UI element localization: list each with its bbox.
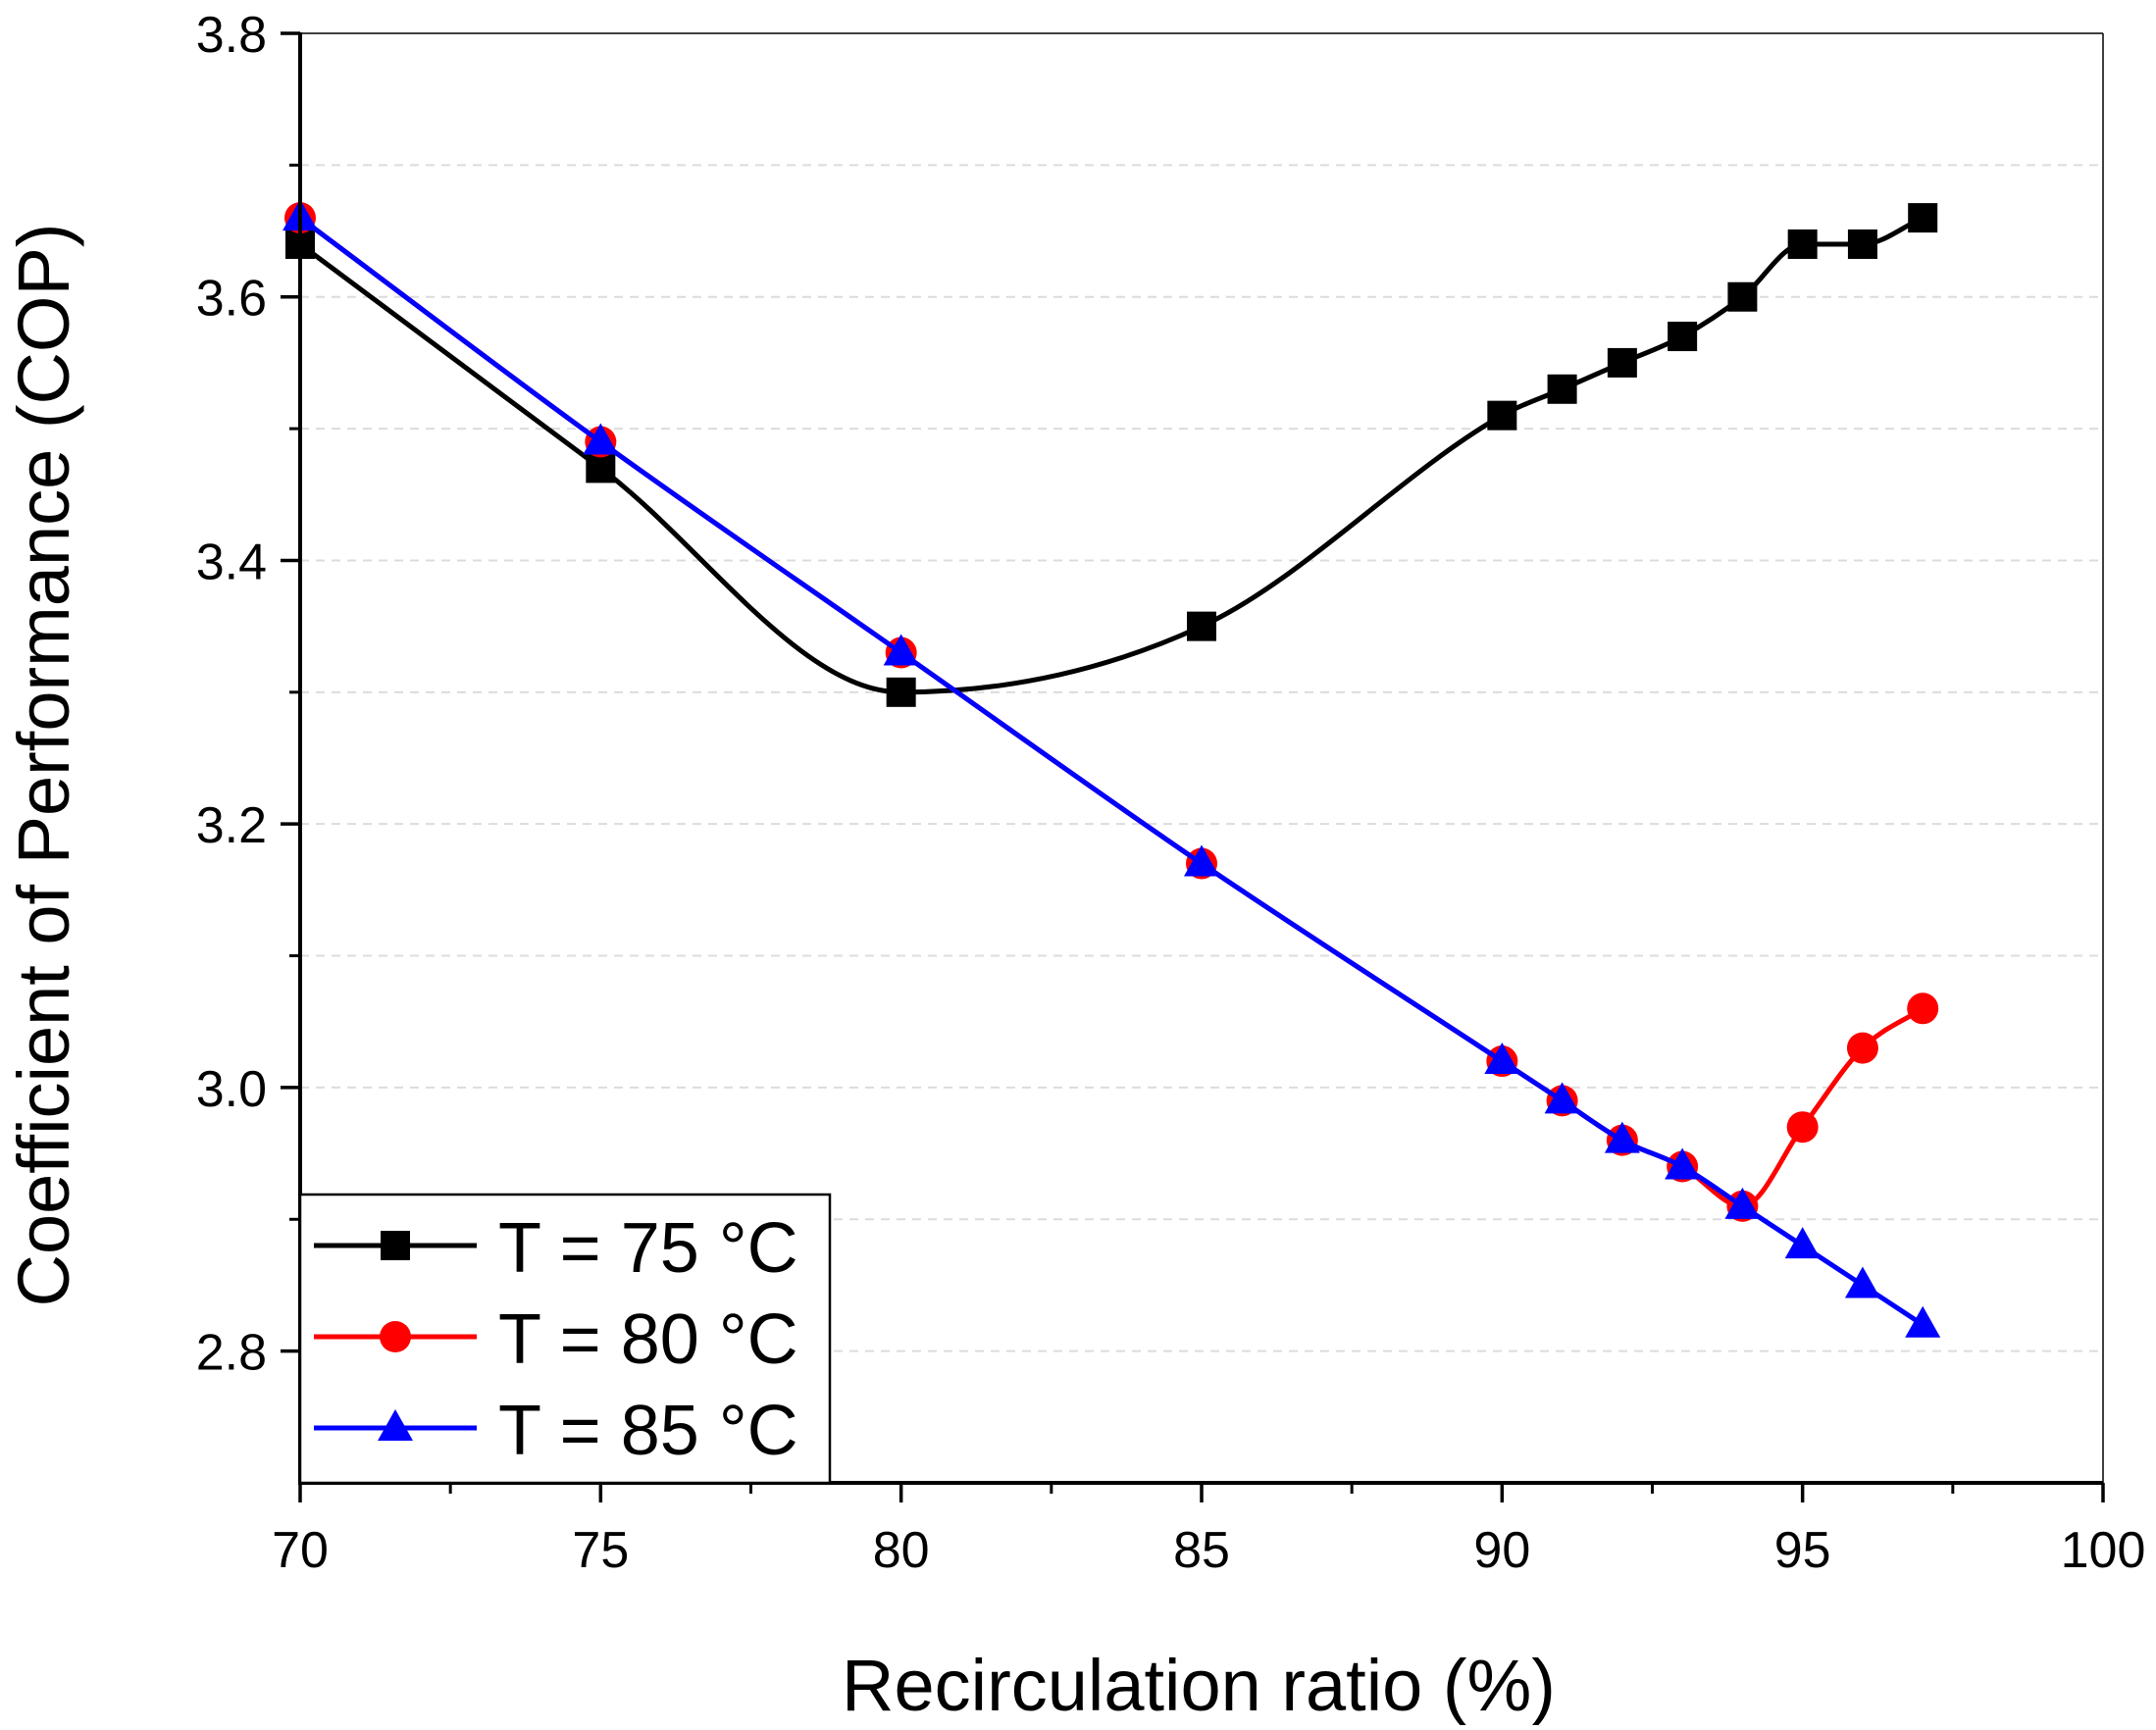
series-line — [297, 215, 1925, 1328]
data-point — [1607, 347, 1637, 378]
data-point — [886, 677, 916, 707]
y-tick-label: 3.4 — [196, 534, 267, 590]
data-point — [1547, 374, 1577, 404]
data-point — [1724, 1187, 1761, 1219]
y-tick-label: 3.0 — [196, 1061, 267, 1118]
legend-entry: T = 80 °C — [314, 1300, 798, 1379]
legend-marker — [381, 1231, 410, 1260]
data-point — [1847, 229, 1877, 259]
data-point — [1908, 203, 1938, 233]
data-point — [1544, 1082, 1580, 1114]
y-tick-label: 2.8 — [196, 1325, 267, 1382]
legend-entry: T = 85 °C — [314, 1392, 798, 1470]
data-point — [1844, 1266, 1880, 1298]
data-point — [1727, 281, 1758, 312]
data-point — [1846, 1032, 1878, 1064]
legend-marker — [380, 1321, 411, 1352]
data-point — [586, 453, 616, 483]
legend-entry: T = 75 °C — [314, 1209, 798, 1288]
y-tick-label: 3.8 — [196, 7, 267, 64]
data-point — [1907, 992, 1939, 1025]
series-triangle — [282, 199, 1941, 1338]
legend: T = 75 °C T = 80 °C T = 85 °C — [298, 1193, 832, 1485]
x-tick-label: 95 — [1774, 1522, 1831, 1579]
data-point — [1786, 1111, 1819, 1144]
data-point — [1784, 1227, 1821, 1259]
x-tick-label: 90 — [1473, 1522, 1530, 1579]
y-tick-label: 3.2 — [196, 797, 267, 854]
x-tick-label: 75 — [572, 1522, 629, 1579]
x-tick-label: 80 — [873, 1522, 930, 1579]
legend-label: T = 85 °C — [498, 1392, 798, 1470]
data-point — [883, 634, 919, 666]
data-point — [1184, 844, 1219, 877]
data-point — [1668, 322, 1698, 352]
data-point — [1665, 1147, 1701, 1180]
y-axis-title: Coefficient of Performance (COP) — [3, 224, 84, 1307]
data-point — [1604, 1121, 1640, 1153]
data-point — [583, 423, 619, 455]
x-axis-title: Recirculation ratio (%) — [842, 1645, 1556, 1725]
data-point — [1487, 400, 1517, 431]
data-point — [1484, 1043, 1520, 1075]
data-point — [1787, 229, 1818, 259]
data-point — [1905, 1305, 1941, 1338]
legend-marker — [378, 1409, 413, 1441]
axes: 70 75 80 85 90 95 100 2.8 3.0 3.2 3.4 3.6 3.8 — [196, 7, 2146, 1579]
x-tick-label: 85 — [1173, 1522, 1230, 1579]
legend-label: T = 75 °C — [498, 1209, 798, 1288]
data-point — [1187, 611, 1216, 641]
y-tick-label: 3.6 — [196, 271, 267, 328]
series-line — [297, 215, 1925, 695]
x-tick-label: 70 — [272, 1522, 329, 1579]
x-tick-label: 100 — [2061, 1522, 2146, 1579]
legend-label: T = 80 °C — [498, 1300, 798, 1379]
